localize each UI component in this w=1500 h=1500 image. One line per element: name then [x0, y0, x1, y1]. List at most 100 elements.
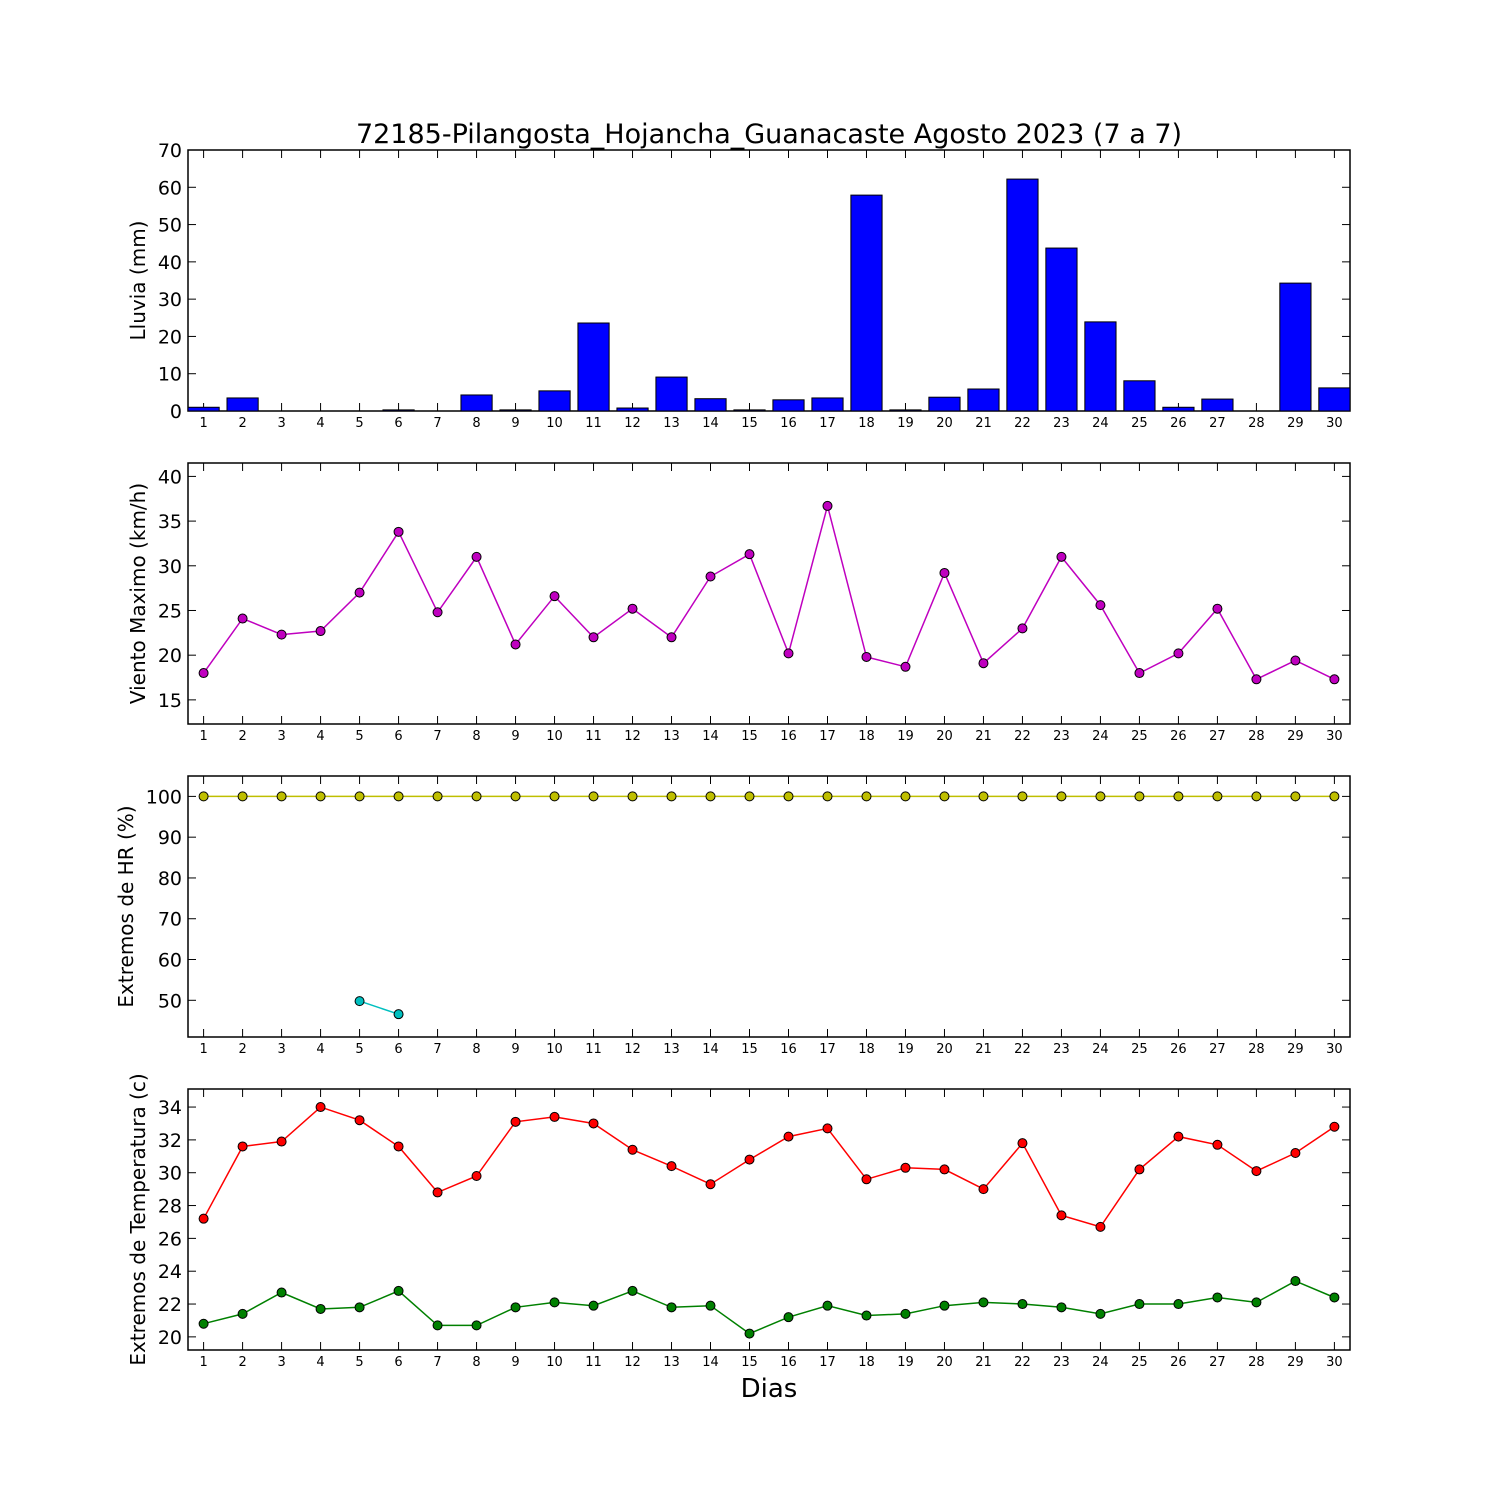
rain-xtick-label: 8 [472, 416, 480, 431]
wind-ytick-label: 30 [158, 556, 182, 578]
humidity-xtick-label: 4 [316, 1042, 324, 1057]
temperature-series-0-point [237, 1141, 248, 1152]
rain-bar [226, 397, 259, 412]
wind-xtick-label: 5 [355, 729, 363, 744]
temperature-series-1-point [861, 1310, 872, 1321]
rain-bar [772, 399, 805, 412]
rain-xtick-label: 12 [624, 416, 641, 431]
wind-xtick-label: 6 [394, 729, 402, 744]
rain-bar [1201, 398, 1234, 412]
humidity-y-axis-label: Extremos de HR (%) [114, 805, 138, 1007]
rain-bar [850, 194, 883, 412]
humidity-series-0-point [237, 791, 248, 802]
temperature-series-0-point [978, 1184, 989, 1195]
temperature-series-0-point [744, 1154, 755, 1165]
humidity-xtick-label: 10 [546, 1042, 563, 1057]
temperature-series-1-point [1056, 1302, 1067, 1313]
rain-xtick-label: 3 [277, 416, 285, 431]
wind-series-0-point [1212, 603, 1223, 614]
wind-series-0-point [939, 567, 950, 578]
temperature-series-1-point [783, 1312, 794, 1323]
temperature-series-0-point [276, 1136, 287, 1147]
humidity-series-0-point [1329, 791, 1340, 802]
rain-xtick-label: 22 [1014, 416, 1031, 431]
rain-ytick-label: 10 [158, 364, 182, 386]
rain-bar [1084, 321, 1117, 412]
humidity-xtick-label: 24 [1092, 1042, 1109, 1057]
rain-bar [616, 407, 649, 412]
temperature-xtick-label: 22 [1014, 1355, 1031, 1370]
rain-bar [1318, 387, 1351, 412]
temperature-series-1-point [939, 1300, 950, 1311]
wind-series-0-point [393, 526, 404, 537]
humidity-xtick-label: 9 [511, 1042, 519, 1057]
rain-bar [499, 409, 532, 412]
humidity-ytick-label: 60 [158, 950, 182, 972]
rain-bar [694, 398, 727, 412]
wind-xtick-label: 27 [1209, 729, 1226, 744]
temperature-series-1-point [315, 1303, 326, 1314]
humidity-series-0-point [861, 791, 872, 802]
temperature-series-0-point [315, 1102, 326, 1113]
rain-ytick-label: 0 [170, 401, 182, 423]
temperature-xtick-label: 6 [394, 1355, 402, 1370]
temperature-xtick-label: 29 [1287, 1355, 1304, 1370]
wind-xtick-label: 10 [546, 729, 563, 744]
humidity-xtick-label: 19 [897, 1042, 914, 1057]
temperature-series-1-point [471, 1320, 482, 1331]
wind-series-0-point [1056, 551, 1067, 562]
humidity-xtick-label: 12 [624, 1042, 641, 1057]
humidity-xtick-label: 16 [780, 1042, 797, 1057]
humidity-series-1-point [393, 1009, 404, 1020]
rain-bar [889, 409, 922, 412]
temperature-series-0-point [1017, 1138, 1028, 1149]
temperature-axes-frame [187, 1088, 1351, 1351]
temperature-xtick-label: 15 [741, 1355, 758, 1370]
rain-bar [1279, 282, 1312, 412]
rain-bar [811, 397, 844, 412]
humidity-xtick-label: 3 [277, 1042, 285, 1057]
wind-series-0-point [549, 591, 560, 602]
humidity-series-0-point [432, 791, 443, 802]
humidity-series-0-point [276, 791, 287, 802]
wind-axes-frame [187, 462, 1351, 725]
humidity-xtick-label: 14 [702, 1042, 719, 1057]
temperature-ytick-label: 32 [158, 1130, 182, 1152]
wind-ytick-label: 35 [158, 511, 182, 533]
temperature-series-0-point [1056, 1210, 1067, 1221]
humidity-series-0-point [1290, 791, 1301, 802]
rain-xtick-label: 6 [394, 416, 402, 431]
wind-xtick-label: 3 [277, 729, 285, 744]
wind-series-0-point [705, 571, 716, 582]
rain-xtick-label: 29 [1287, 416, 1304, 431]
temperature-series-0-point [1251, 1166, 1262, 1177]
rain-xtick-label: 16 [780, 416, 797, 431]
temperature-xtick-label: 18 [858, 1355, 875, 1370]
humidity-series-0-point [744, 791, 755, 802]
temperature-series-0-point [900, 1162, 911, 1173]
humidity-xtick-label: 30 [1326, 1042, 1343, 1057]
humidity-xtick-label: 18 [858, 1042, 875, 1057]
temperature-xtick-label: 14 [702, 1355, 719, 1370]
temperature-series-1-point [237, 1308, 248, 1319]
rain-xtick-label: 20 [936, 416, 953, 431]
rain-xtick-label: 10 [546, 416, 563, 431]
rain-xtick-label: 17 [819, 416, 836, 431]
humidity-xtick-label: 25 [1131, 1042, 1148, 1057]
wind-xtick-label: 30 [1326, 729, 1343, 744]
wind-ytick-label: 25 [158, 600, 182, 622]
temperature-series-0-point [1290, 1148, 1301, 1159]
temperature-ytick-label: 26 [158, 1228, 182, 1250]
humidity-series-0-point [627, 791, 638, 802]
wind-series-0-point [978, 658, 989, 669]
wind-series-0-point [471, 551, 482, 562]
wind-xtick-label: 19 [897, 729, 914, 744]
wind-xtick-label: 1 [199, 729, 207, 744]
temperature-xtick-label: 11 [585, 1355, 602, 1370]
temperature-series-1-line [203, 1280, 1335, 1335]
temperature-xtick-label: 10 [546, 1355, 563, 1370]
rain-axes-frame [187, 149, 1351, 412]
temperature-ytick-label: 22 [158, 1294, 182, 1316]
